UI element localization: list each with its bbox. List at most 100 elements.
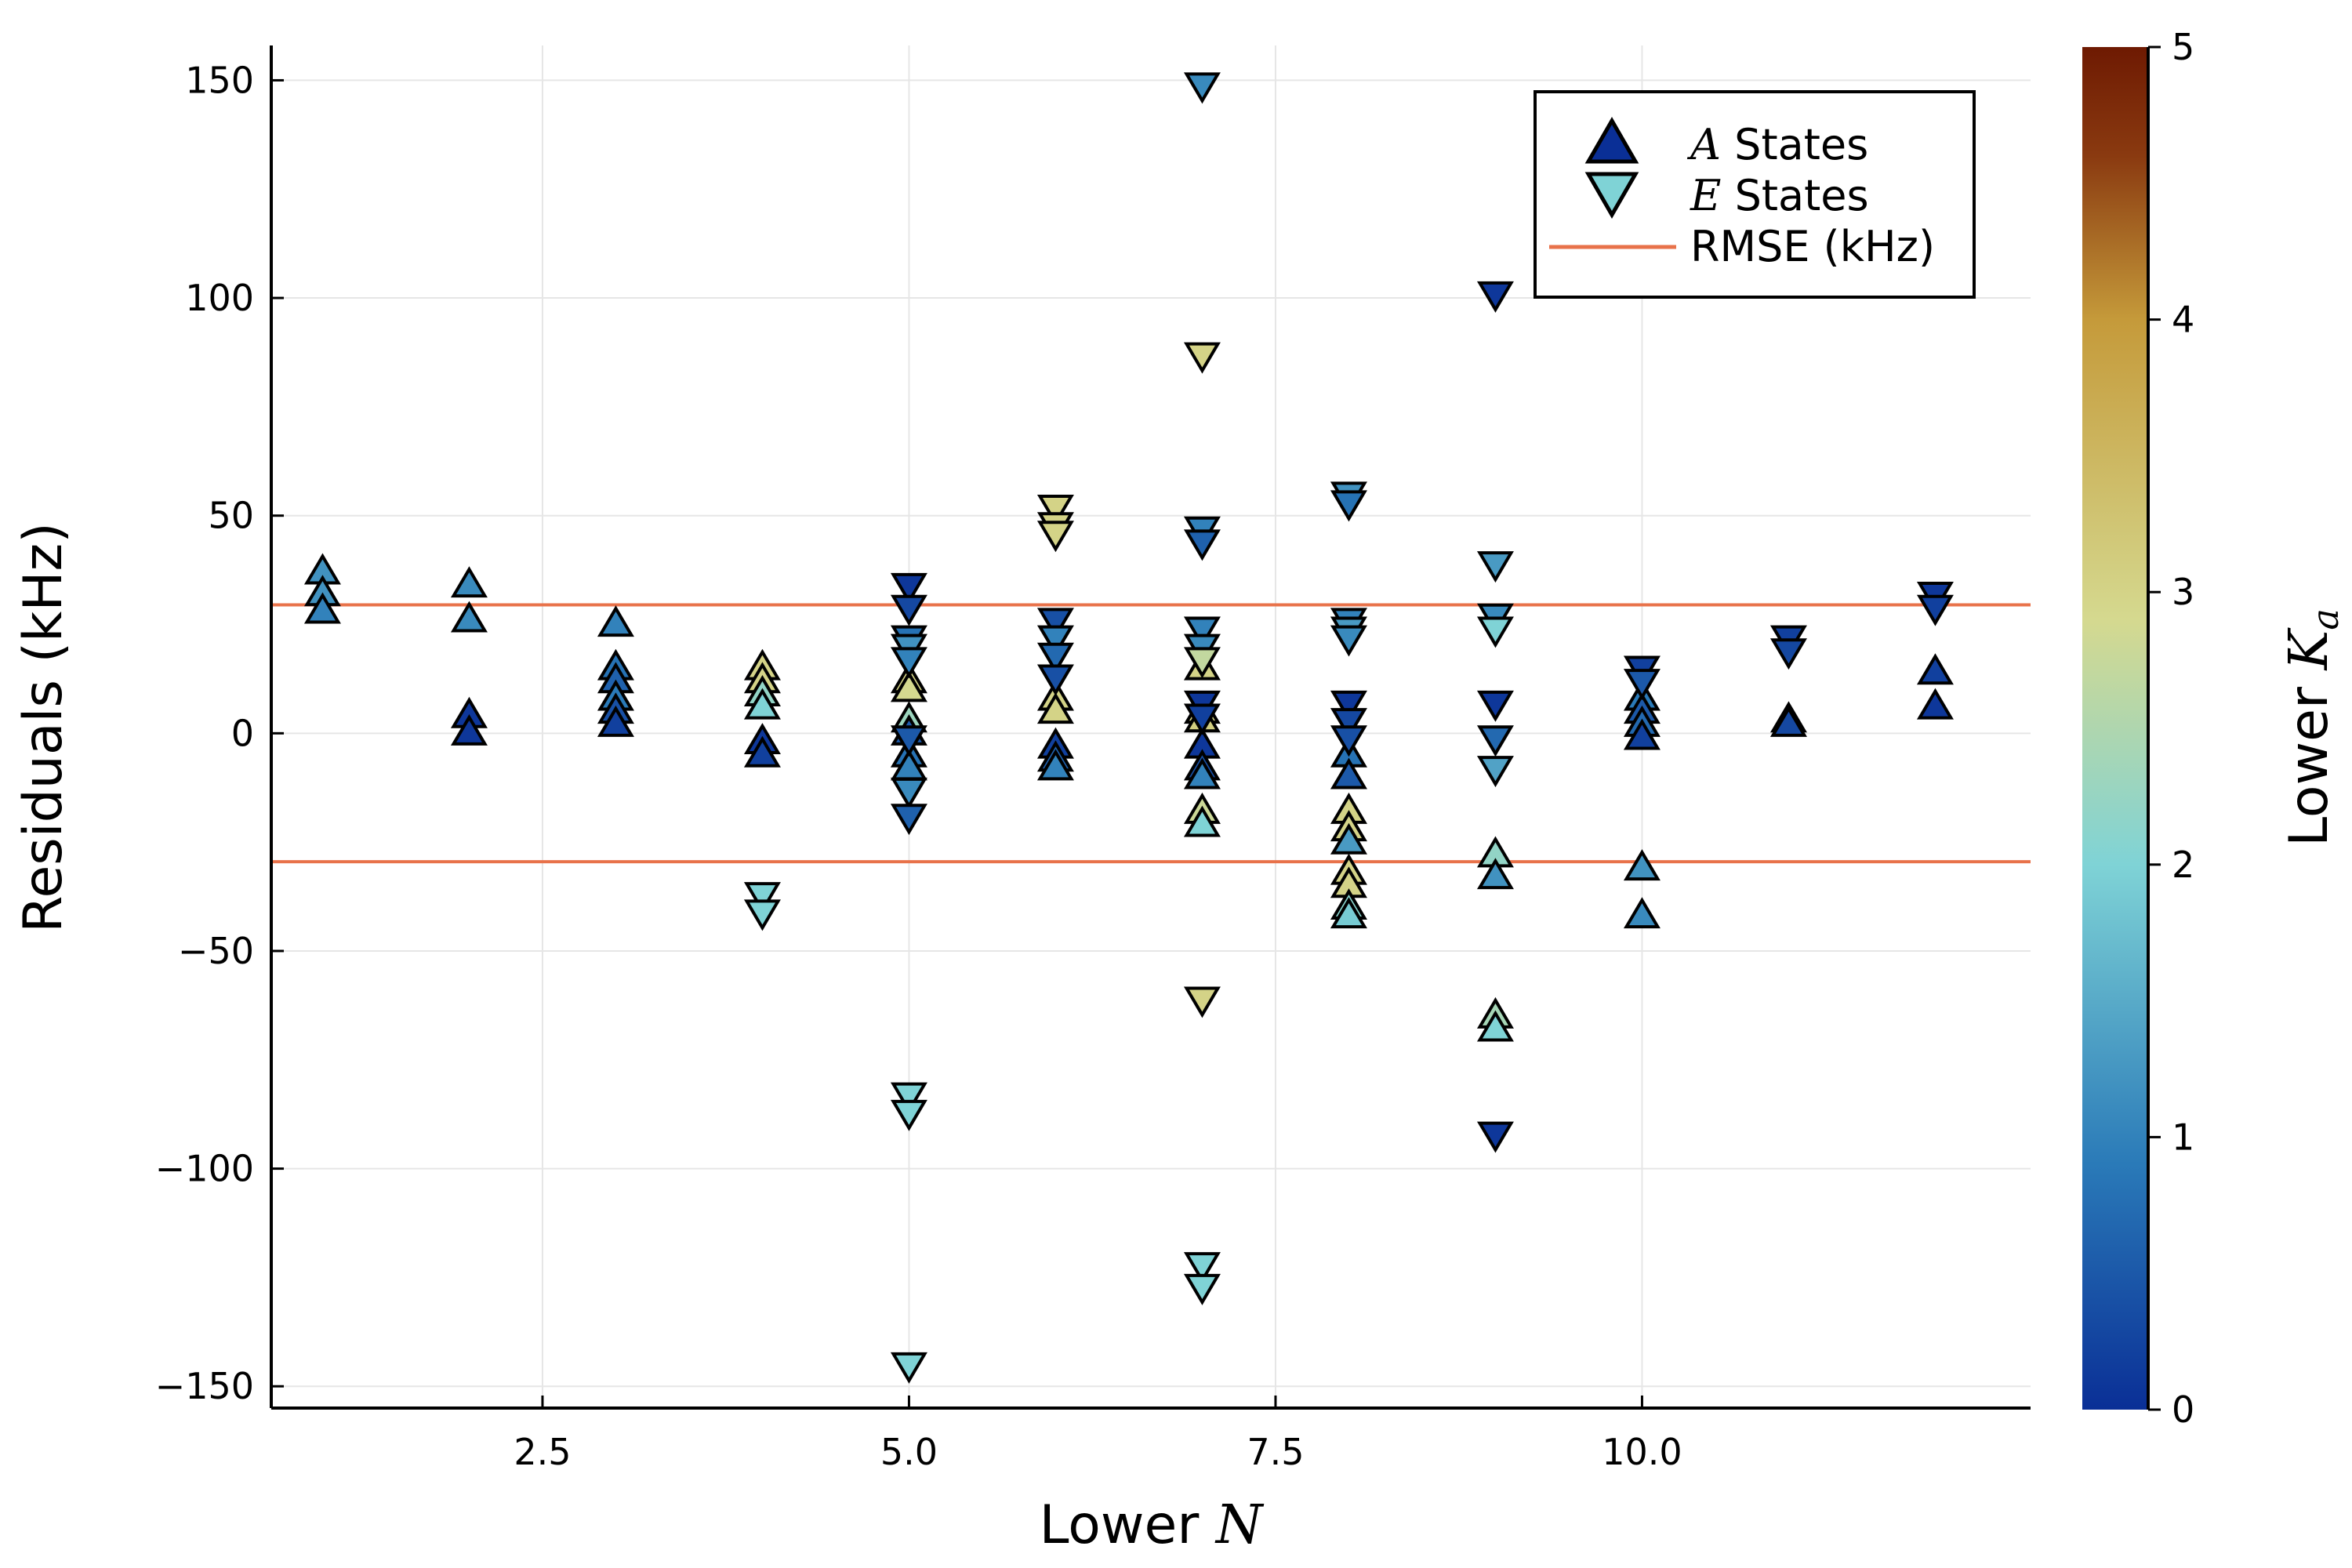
x-axis-title: Lower N (1040, 1494, 1265, 1556)
colorbar-ticks: 0 1 2 3 4 5 (2148, 26, 2194, 1431)
a-state-point (1623, 849, 1661, 881)
colorbar-tick-label: 2 (2172, 844, 2194, 886)
data-points (303, 72, 1954, 1384)
e-state-point (1036, 642, 1074, 674)
e-state-point (1476, 690, 1514, 722)
e-state-point (1330, 690, 1367, 722)
a-state-point (890, 670, 927, 702)
a-state-point (1916, 688, 1954, 720)
a-state-point (743, 688, 781, 720)
a-state-point (450, 713, 488, 746)
y-tick-label: 0 (231, 712, 254, 754)
e-state-point (1036, 494, 1074, 526)
a-state-point (1330, 822, 1367, 855)
e-state-point (1183, 616, 1221, 648)
e-state-point (1476, 725, 1514, 757)
e-state-point (890, 1082, 927, 1114)
e-state-point (890, 1352, 927, 1384)
colorbar-title: Lower Ka (2278, 608, 2347, 847)
e-state-point (1330, 708, 1367, 740)
a-state-point (1036, 692, 1074, 724)
rmse-lines (271, 603, 2031, 864)
e-state-point (1623, 669, 1661, 701)
y-ticks: −150 −100 −50 0 50 100 150 (155, 59, 284, 1407)
a-state-point (1623, 897, 1661, 929)
a-state-point (597, 605, 634, 637)
a-state-point (597, 705, 634, 737)
y-tick-label: −150 (155, 1365, 254, 1407)
e-state-point (1916, 594, 1954, 626)
x-tick-label: 2.5 (514, 1431, 571, 1473)
a-state-point (1330, 757, 1367, 789)
e-state-point (1769, 638, 1807, 670)
e-state-point (890, 572, 927, 604)
e-state-point (1183, 1273, 1221, 1305)
a-state-point (1183, 805, 1221, 837)
legend-e-states-marker (1584, 172, 1639, 220)
legend-rmse-label: RMSE (kHz) (1690, 222, 1935, 271)
y-tick-label: 50 (208, 495, 254, 537)
a-state-point (1330, 897, 1367, 929)
x-tick-label: 7.5 (1247, 1431, 1304, 1473)
e-state-point (1330, 625, 1367, 657)
e-state-point (1183, 342, 1221, 374)
a-state-point (743, 735, 781, 768)
e-state-point (743, 882, 781, 914)
colorbar-tick-label: 5 (2172, 26, 2194, 68)
plot-area: 2.5 5.0 7.5 10.0 −150 −100 −50 0 50 100 150 (155, 45, 2031, 1473)
e-state-point (1476, 281, 1514, 313)
e-state-point (1330, 725, 1367, 757)
a-state-point (1183, 757, 1221, 789)
e-state-point (1183, 529, 1221, 561)
y-tick-label: −50 (178, 930, 254, 972)
e-state-point (1476, 551, 1514, 583)
a-state-point (1476, 858, 1514, 890)
legend: A States E States RMSE (kHz) (1534, 90, 1976, 299)
e-state-point (1036, 521, 1074, 553)
a-state-point (1769, 705, 1807, 737)
y-axis-title: Residuals (kHz) (13, 522, 74, 932)
y-tick-label: −100 (155, 1148, 254, 1190)
x-tick-label: 5.0 (880, 1431, 938, 1473)
a-state-point (1036, 749, 1074, 781)
colorbar-gradient (2082, 47, 2148, 1410)
e-state-point (1476, 1121, 1514, 1153)
e-state-point (1183, 647, 1221, 679)
y-tick-label: 100 (185, 277, 254, 319)
e-state-point (890, 594, 927, 626)
e-state-point (890, 647, 927, 679)
a-state-point (450, 601, 488, 633)
e-state-point (1476, 616, 1514, 648)
x-ticks: 2.5 5.0 7.5 10.0 (514, 1396, 1682, 1473)
e-state-point (890, 725, 927, 757)
x-tick-label: 10.0 (1602, 1431, 1682, 1473)
e-state-point (743, 899, 781, 931)
e-state-point (1183, 72, 1221, 104)
colorbar-tick-label: 3 (2172, 571, 2194, 613)
a-state-point (450, 566, 488, 598)
legend-e-states-label: E States (1690, 171, 1869, 220)
e-state-point (1183, 986, 1221, 1018)
e-state-point (1330, 490, 1367, 522)
colorbar: 0 1 2 3 4 5 Lower Ka (2082, 26, 2347, 1431)
e-state-point (1036, 608, 1074, 640)
a-state-point (1623, 718, 1661, 750)
colorbar-tick-label: 4 (2172, 299, 2194, 341)
a-state-point (303, 592, 341, 624)
e-state-point (890, 777, 927, 809)
y-tick-label: 150 (185, 59, 254, 101)
colorbar-tick-label: 1 (2172, 1116, 2194, 1158)
e-state-point (1036, 625, 1074, 657)
a-state-point (1916, 653, 1954, 685)
legend-a-states-marker (1584, 116, 1639, 164)
e-state-point (890, 804, 927, 836)
e-state-point (1183, 703, 1221, 735)
legend-a-states-label: A States (1686, 120, 1868, 169)
e-state-point (890, 1099, 927, 1131)
a-state-point (1476, 1010, 1514, 1042)
e-state-point (1476, 756, 1514, 788)
e-state-point (1036, 664, 1074, 696)
colorbar-tick-label: 0 (2172, 1388, 2194, 1431)
e-state-point (1183, 1252, 1221, 1284)
